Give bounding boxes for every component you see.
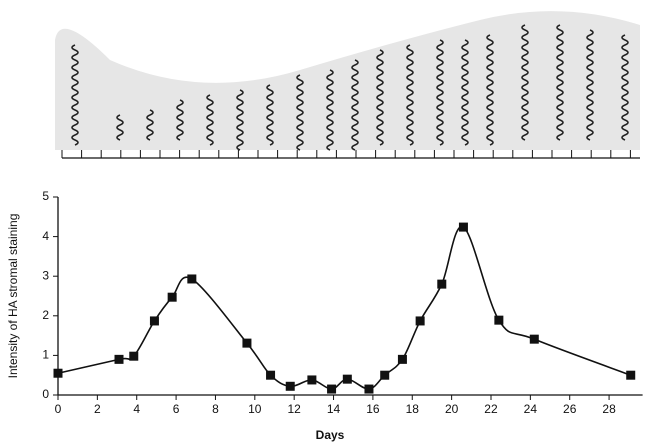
data-line [57, 226, 632, 390]
data-point [397, 354, 407, 364]
x-tick-label: 26 [563, 402, 577, 416]
x-tick-label: 28 [602, 402, 616, 416]
x-tick-label: 10 [248, 402, 262, 416]
gland [486, 34, 494, 146]
tissue-band [55, 11, 640, 150]
data-point [167, 292, 177, 302]
data-point [285, 381, 295, 391]
data-point [327, 384, 337, 394]
data-point [187, 274, 197, 284]
gland [326, 69, 334, 151]
data-point [494, 315, 504, 325]
gland [176, 99, 184, 141]
x-axis-label: Days [316, 428, 345, 442]
gland [351, 59, 359, 151]
y-tick-label: 2 [42, 308, 49, 322]
y-tick-label: 4 [42, 229, 49, 243]
x-tick-label: 12 [287, 402, 301, 416]
data-point [266, 370, 276, 380]
gland [116, 114, 124, 141]
x-tick-label: 4 [133, 402, 140, 416]
gland [296, 74, 304, 151]
data-point [307, 375, 317, 385]
data-point [129, 351, 139, 361]
x-tick-label: 2 [94, 402, 101, 416]
data-point [458, 222, 468, 232]
data-point [149, 316, 159, 326]
x-tick-label: 16 [366, 402, 380, 416]
x-tick-label: 18 [406, 402, 420, 416]
x-tick-label: 20 [445, 402, 459, 416]
x-tick-label: 8 [212, 402, 219, 416]
data-point [242, 338, 252, 348]
y-tick-label: 1 [42, 348, 49, 362]
gland [146, 109, 154, 141]
x-tick-label: 24 [524, 402, 538, 416]
data-point [114, 354, 124, 364]
gland [461, 39, 469, 146]
gland [266, 84, 274, 146]
y-tick-label: 0 [42, 387, 49, 401]
y-axis-label: Intensity of HA stromal staining [6, 214, 20, 379]
data-point [342, 374, 352, 384]
x-tick-label: 6 [173, 402, 180, 416]
data-point [626, 370, 636, 380]
gland [586, 29, 594, 141]
data-point [380, 370, 390, 380]
y-tick-label: 5 [42, 189, 49, 203]
gland [406, 44, 414, 146]
gland [206, 94, 214, 146]
gland [521, 24, 529, 141]
x-tick-label: 22 [484, 402, 498, 416]
endometrium-illustration [55, 11, 640, 159]
gland [236, 89, 244, 151]
x-tick-label: 14 [327, 402, 341, 416]
y-tick-label: 3 [42, 268, 49, 282]
gland [556, 24, 564, 141]
data-point [437, 279, 447, 289]
data-point [415, 316, 425, 326]
gland [436, 39, 444, 146]
data-point [364, 384, 374, 394]
gland [71, 44, 79, 146]
data-point [529, 334, 539, 344]
gland [376, 49, 384, 146]
x-tick-label: 0 [55, 402, 62, 416]
data-point [53, 368, 63, 378]
gland [621, 34, 629, 141]
